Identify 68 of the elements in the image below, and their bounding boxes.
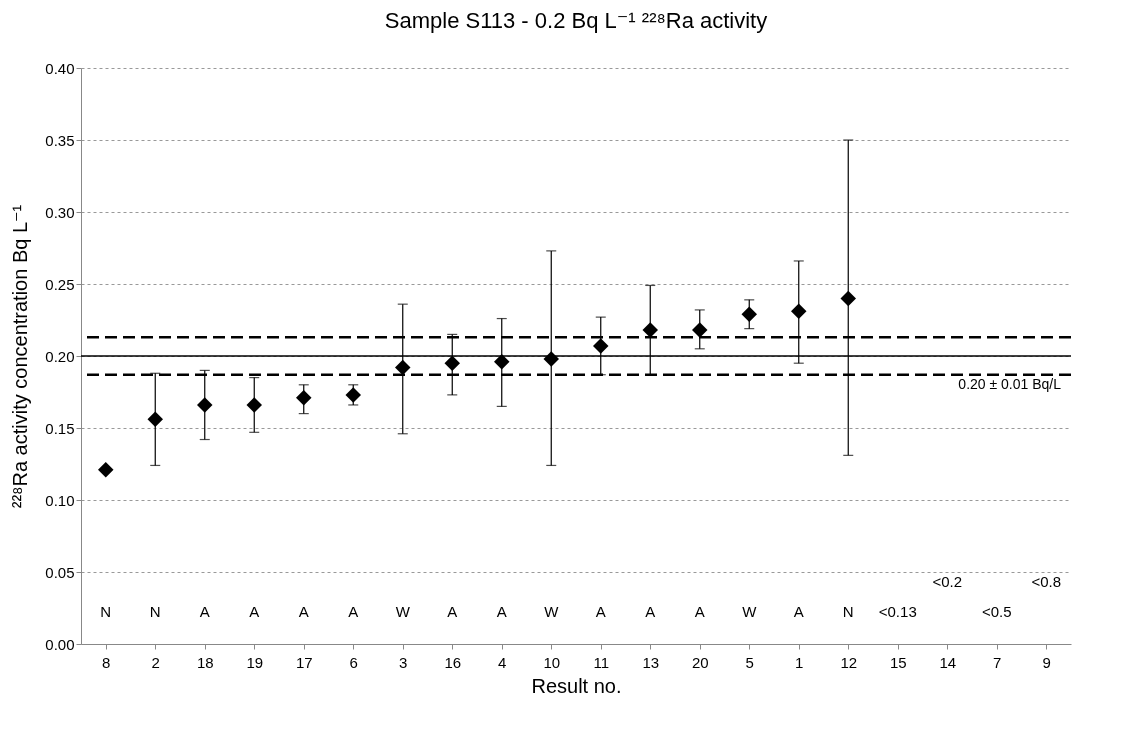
annotation: A: [298, 603, 309, 620]
annotation: A: [447, 603, 458, 620]
x-tick-label: 8: [102, 653, 111, 671]
y-tick-label: 0.05: [45, 563, 75, 581]
annotation: N: [100, 603, 112, 620]
point: [246, 397, 262, 413]
y-tick-label: 0.00: [45, 635, 75, 653]
x-tick-label: 2: [151, 653, 160, 671]
point: [692, 322, 708, 338]
chart-title: Sample S113 - 0.2 Bq L⁻¹ ²²⁸Ra activity: [384, 8, 768, 33]
point: [840, 290, 856, 307]
annotation: A: [793, 603, 804, 620]
annotation: N: [149, 603, 161, 620]
point: [197, 397, 213, 413]
x-tick-label: 18: [196, 653, 214, 671]
annotation: A: [694, 603, 705, 620]
y-axis-title: ²²⁸Ra activity concentration Bq L⁻¹: [9, 204, 32, 509]
point: [147, 411, 163, 428]
annotation: N: [842, 603, 854, 620]
x-tick-label: 5: [745, 653, 754, 671]
annotation: A: [348, 603, 359, 620]
x-tick-label: 13: [642, 653, 660, 671]
annotation: <0.2: [932, 573, 963, 590]
point: [98, 462, 114, 478]
x-tick-label: 20: [691, 653, 709, 671]
x-tick-label: 6: [349, 653, 358, 671]
x-tick-label: 3: [399, 653, 408, 671]
y-tick-label: 0.35: [45, 131, 75, 149]
x-tick-label: 9: [1042, 653, 1051, 671]
x-tick-label: 19: [246, 653, 264, 671]
annotation: A: [595, 603, 606, 620]
annotation: <0.5: [981, 603, 1012, 620]
annotation: W: [742, 603, 758, 620]
x-tick-label: 14: [939, 653, 957, 671]
x-tick-label: 1: [795, 653, 804, 671]
ref-line-label: 0.20 ± 0.01 Bq/L: [958, 376, 1062, 392]
point: [593, 338, 609, 354]
point: [543, 351, 559, 367]
y-tick-label: 0.25: [45, 275, 75, 293]
annotation: A: [199, 603, 210, 620]
annotation: A: [645, 603, 656, 620]
point: [444, 355, 460, 371]
x-axis-title: Result no.: [531, 674, 622, 697]
point: [791, 303, 807, 320]
annotation: A: [249, 603, 260, 620]
annotation: <0.8: [1031, 573, 1062, 590]
annotation: <0.13: [878, 603, 917, 620]
y-tick-label: 0.10: [45, 491, 75, 509]
y-tick-label: 0.30: [45, 203, 75, 221]
annotation: W: [395, 603, 411, 620]
x-tick-label: 11: [593, 653, 610, 671]
y-tick-label: 0.40: [45, 59, 75, 77]
point: [395, 359, 411, 376]
annotation: A: [496, 603, 507, 620]
x-tick-label: 12: [840, 653, 858, 671]
x-tick-label: 10: [543, 653, 561, 671]
point: [296, 390, 312, 406]
point: [642, 322, 658, 338]
annotation: W: [544, 603, 560, 620]
y-tick-label: 0.15: [45, 419, 75, 437]
y-tick-label: 0.20: [45, 347, 75, 365]
x-tick-label: 4: [498, 653, 507, 671]
x-tick-label: 15: [889, 653, 907, 671]
point: [741, 306, 757, 322]
point: [494, 354, 510, 370]
x-tick-label: 7: [993, 653, 1002, 671]
x-tick-label: 17: [295, 653, 313, 671]
x-tick-label: 16: [444, 653, 462, 671]
